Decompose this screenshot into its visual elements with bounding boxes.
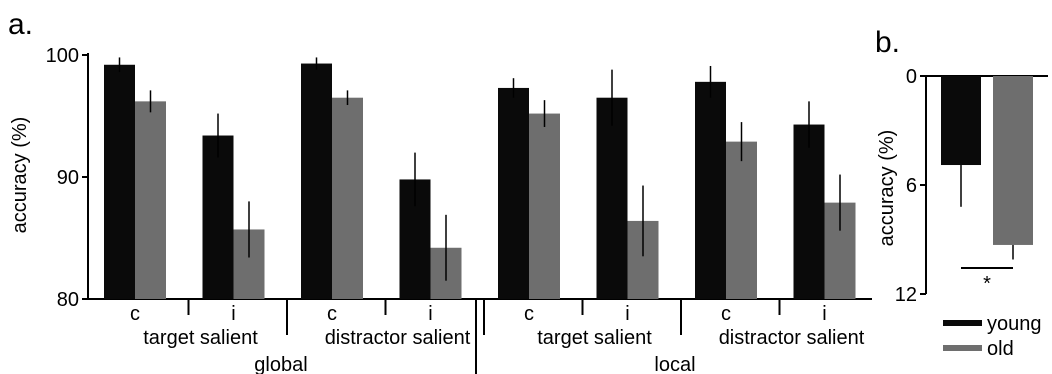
bar-young xyxy=(104,64,135,299)
bar-young xyxy=(498,87,529,299)
panel-a-y-tick-label: 90 xyxy=(57,167,79,189)
condition-label: c xyxy=(524,303,534,325)
condition-label: i xyxy=(428,303,432,325)
panel-b-y-tick-label: 0 xyxy=(906,66,917,88)
bar-young xyxy=(695,81,726,299)
panel-b-bars xyxy=(941,76,1033,260)
condition-label: i xyxy=(625,303,629,325)
bar-old xyxy=(332,97,363,299)
legend: young old xyxy=(943,313,1042,360)
bar-young xyxy=(202,135,234,299)
bar-young xyxy=(596,97,628,299)
condition-group-label: target salient xyxy=(537,327,652,349)
panel-a-bars xyxy=(104,57,856,299)
panel-b-y-tick-label: 12 xyxy=(895,284,917,306)
panel-a-y-tick-label: 100 xyxy=(46,45,79,67)
condition-label: c xyxy=(327,303,337,325)
condition-label: c xyxy=(721,303,731,325)
group-label-local: local xyxy=(654,354,695,374)
bar-young xyxy=(301,63,332,299)
group-label-global: global xyxy=(254,354,307,374)
significance-marker: * xyxy=(983,273,991,295)
panel-a-label: a. xyxy=(8,8,33,41)
bar-old xyxy=(135,101,166,299)
condition-group-label: distractor salient xyxy=(325,327,471,349)
bar-old xyxy=(726,141,757,299)
panel-a-y-tick-label: 80 xyxy=(57,289,79,311)
panel-a-y-axis-label: accuracy (%) xyxy=(9,117,31,234)
panel-b-y-tick-label: 6 xyxy=(906,175,917,197)
panel-b-y-axis-label: accuracy (%) xyxy=(876,130,898,247)
condition-label: c xyxy=(130,303,140,325)
panel-b: b. accuracy (%) 0 6 12 * young old xyxy=(875,26,1048,360)
panel-b-label: b. xyxy=(875,26,900,59)
condition-group-label: target salient xyxy=(143,327,258,349)
legend-label-young: young xyxy=(987,313,1042,335)
panel-b-axes: 0 6 12 * xyxy=(895,66,1048,306)
condition-group-label: distractor salient xyxy=(719,327,865,349)
bar-young xyxy=(793,124,825,299)
bar-old xyxy=(529,113,560,299)
bar-old xyxy=(993,76,1033,245)
legend-label-old: old xyxy=(987,338,1014,360)
condition-label: i xyxy=(822,303,826,325)
bar-young xyxy=(941,76,981,166)
condition-label: i xyxy=(231,303,235,325)
